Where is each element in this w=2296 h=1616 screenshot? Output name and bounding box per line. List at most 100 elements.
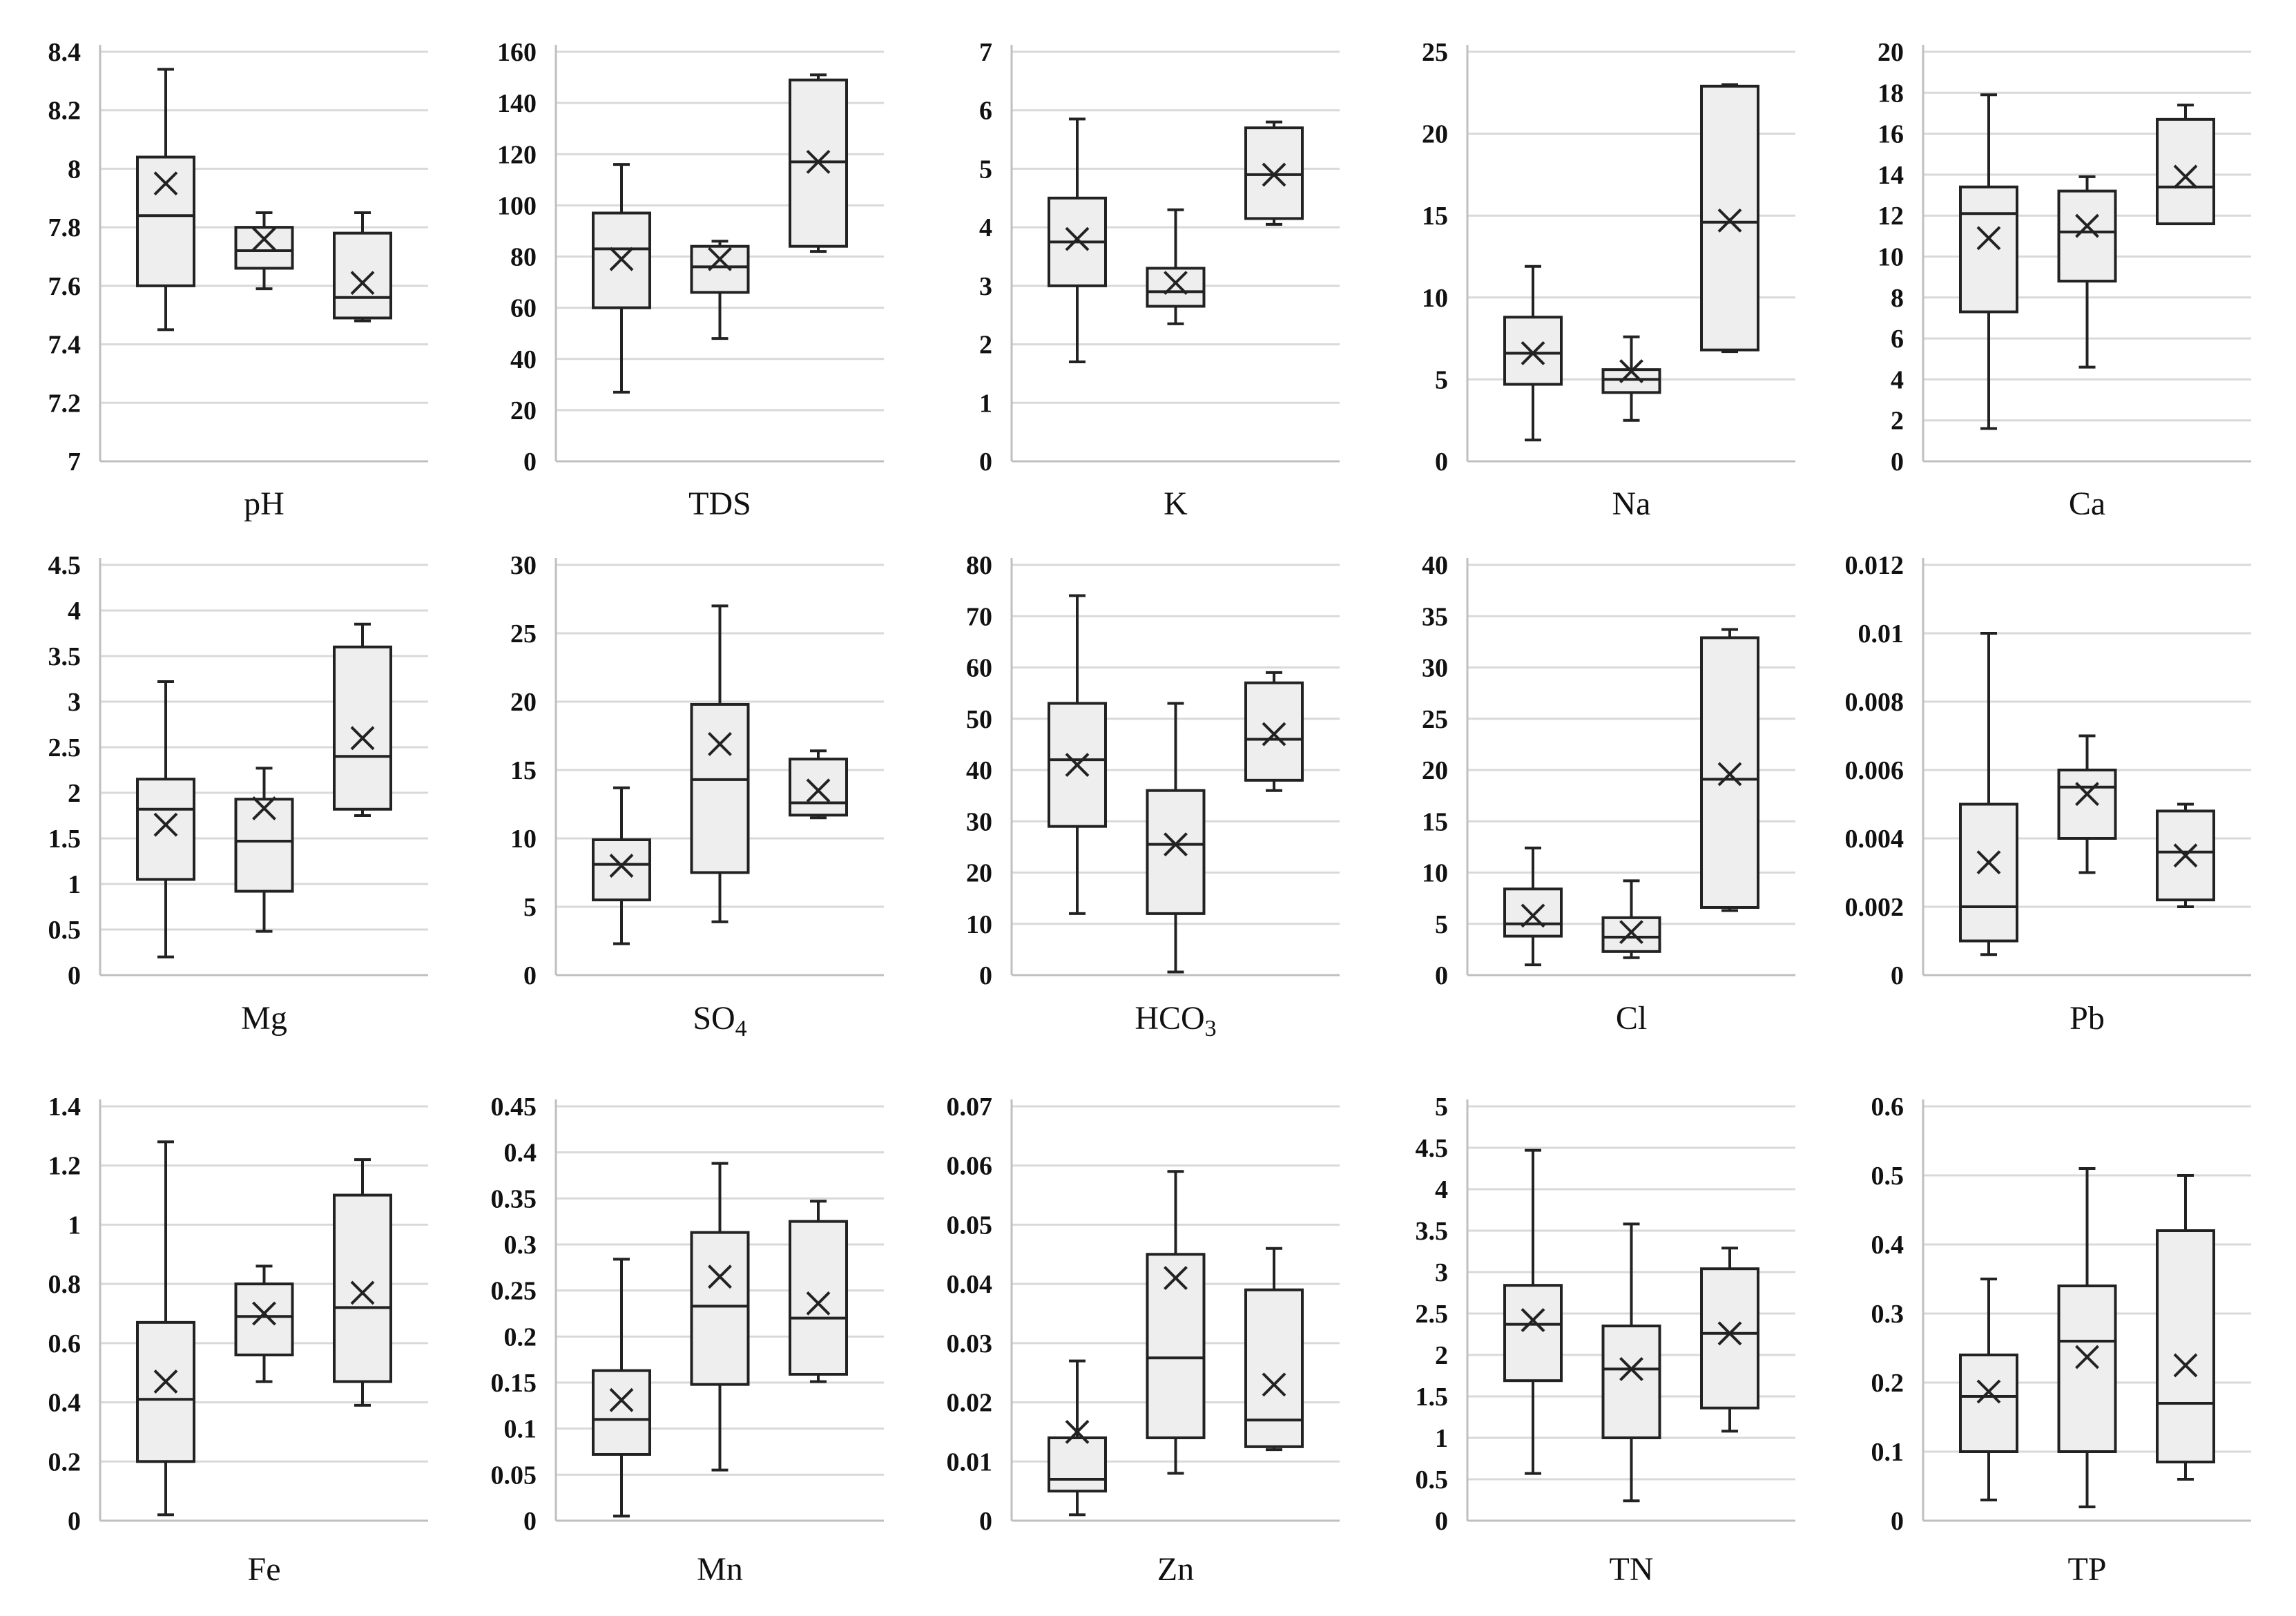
iqr-box bbox=[1146, 1253, 1206, 1440]
x-axis-label: HCO3 bbox=[1135, 1000, 1216, 1041]
y-tick-label: 7.4 bbox=[48, 331, 81, 360]
iqr-box bbox=[1244, 126, 1304, 220]
mean-marker bbox=[1164, 271, 1188, 296]
y-tick-label: 16 bbox=[1878, 120, 1904, 149]
y-tick-label: 35 bbox=[1422, 602, 1448, 631]
y-tick-label: 0.8 bbox=[48, 1270, 81, 1299]
iqr-box bbox=[2057, 769, 2117, 840]
iqr-box bbox=[1244, 1288, 1304, 1448]
x-axis-label: Na bbox=[1612, 485, 1651, 522]
y-tick-label: 0.35 bbox=[491, 1184, 537, 1213]
y-tick-label: 0.3 bbox=[1871, 1300, 1904, 1329]
y-tick-label: 2 bbox=[979, 331, 992, 360]
box-3 bbox=[2156, 802, 2215, 908]
y-tick-label: 7 bbox=[68, 448, 81, 477]
mean-marker bbox=[1065, 1420, 1090, 1444]
y-tick-label: 0 bbox=[1891, 1507, 1904, 1536]
box-1 bbox=[1503, 1148, 1563, 1475]
y-tick-label: 0.008 bbox=[1845, 688, 1904, 717]
y-tick-label: 30 bbox=[966, 807, 992, 836]
box-1 bbox=[136, 1140, 195, 1517]
x-axis-label: pH bbox=[244, 485, 284, 522]
y-tick-label: 25 bbox=[510, 619, 537, 648]
iqr-box bbox=[1503, 1284, 1563, 1383]
iqr-box bbox=[1700, 1267, 1759, 1410]
x-axis-label: Cl bbox=[1616, 1000, 1647, 1037]
iqr-box bbox=[136, 778, 195, 881]
mean-marker bbox=[609, 247, 634, 271]
box-3 bbox=[2156, 104, 2215, 226]
mean-marker bbox=[1164, 1266, 1188, 1290]
y-tick-label: 15 bbox=[1422, 807, 1448, 836]
y-tick-label: 6 bbox=[1891, 325, 1904, 354]
x-axis-label: TN bbox=[1610, 1551, 1654, 1588]
y-tick-label: 2 bbox=[1435, 1341, 1448, 1370]
mean-marker bbox=[806, 1291, 831, 1316]
panel-pb: 0 0.002 0.004 0.006 0.008 0.01 0.012 Pb bbox=[1845, 551, 2251, 1037]
y-tick-label: 2 bbox=[68, 779, 81, 808]
box-2 bbox=[2057, 175, 2117, 369]
y-tick-label: 0.07 bbox=[947, 1093, 993, 1122]
panel-mg: 0 0.5 1 1.5 2 2.5 3 3.5 4 4.5 Mg bbox=[48, 551, 428, 1037]
y-tick-label: 0.01 bbox=[947, 1447, 993, 1476]
box-1 bbox=[136, 68, 195, 331]
y-tick-label: 1 bbox=[1435, 1424, 1448, 1453]
iqr-box bbox=[2156, 117, 2215, 226]
iqr-box bbox=[1146, 789, 1206, 915]
y-tick-label: 0 bbox=[523, 961, 537, 990]
y-tick-label: 0.15 bbox=[491, 1369, 537, 1398]
panel-ca: 0 2 4 6 8 10 12 14 16 18 20 Ca bbox=[1878, 38, 2251, 522]
y-tick-label: 0.5 bbox=[1416, 1465, 1449, 1494]
y-tick-label: 160 bbox=[497, 38, 537, 67]
y-tick-label: 5 bbox=[1435, 1093, 1448, 1122]
iqr-box bbox=[1503, 316, 1563, 386]
box-1 bbox=[136, 680, 195, 959]
box-3 bbox=[789, 749, 848, 820]
y-tick-label: 3 bbox=[1435, 1258, 1448, 1287]
box-2 bbox=[234, 767, 294, 933]
y-tick-label: 15 bbox=[1422, 202, 1448, 231]
panel-fe: 0 0.2 0.4 0.6 0.8 1 1.2 1.4 Fe bbox=[48, 1093, 428, 1588]
y-tick-label: 0.5 bbox=[1871, 1162, 1904, 1191]
mean-marker bbox=[1619, 359, 1643, 383]
x-axis-label: Mg bbox=[241, 1000, 287, 1037]
y-tick-label: 14 bbox=[1878, 161, 1904, 190]
box-1 bbox=[1503, 264, 1563, 442]
y-tick-label: 5 bbox=[1435, 910, 1448, 939]
y-tick-label: 0.6 bbox=[48, 1329, 81, 1358]
mean-marker bbox=[1717, 208, 1742, 233]
box-2 bbox=[2057, 1167, 2117, 1508]
x-axis-label: SO4 bbox=[693, 1000, 746, 1041]
y-tick-label: 6 bbox=[979, 97, 992, 126]
y-tick-label: 0.4 bbox=[48, 1389, 81, 1418]
mean-marker bbox=[1521, 341, 1545, 365]
iqr-box bbox=[1959, 802, 2018, 943]
mean-marker bbox=[609, 1387, 634, 1412]
y-tick-label: 40 bbox=[966, 756, 992, 785]
box-2 bbox=[2057, 734, 2117, 874]
mean-marker bbox=[1262, 722, 1286, 747]
mean-marker bbox=[806, 149, 831, 174]
box-1 bbox=[1959, 93, 2018, 430]
panel-hco3: 0 10 20 30 40 50 60 70 80 HCO3 bbox=[966, 551, 1340, 1041]
mean-marker bbox=[1717, 762, 1742, 787]
y-tick-label: 0.1 bbox=[504, 1415, 537, 1444]
x-axis-label-subscript: 4 bbox=[735, 1016, 747, 1041]
mean-marker bbox=[252, 796, 276, 820]
y-tick-label: 0.02 bbox=[947, 1389, 993, 1418]
y-tick-label: 20 bbox=[1422, 756, 1448, 785]
mean-marker bbox=[2173, 164, 2198, 189]
y-tick-label: 80 bbox=[510, 243, 537, 272]
y-tick-label: 5 bbox=[1435, 365, 1448, 394]
box-3 bbox=[1244, 120, 1304, 226]
box-2 bbox=[690, 240, 750, 340]
panel-k: 0 1 2 3 4 5 6 7 K bbox=[979, 38, 1340, 522]
y-tick-label: 0.25 bbox=[491, 1277, 537, 1306]
iqr-box bbox=[1048, 1436, 1107, 1493]
y-tick-label: 0 bbox=[1891, 448, 1904, 477]
y-tick-label: 8 bbox=[1891, 284, 1904, 313]
panel-tn: 0 0.5 1 1.5 2 2.5 3 3.5 4 4.5 5 TN bbox=[1416, 1093, 1795, 1588]
y-tick-label: 0.05 bbox=[947, 1211, 993, 1240]
mean-marker bbox=[708, 731, 732, 756]
y-tick-label: 140 bbox=[497, 89, 537, 118]
